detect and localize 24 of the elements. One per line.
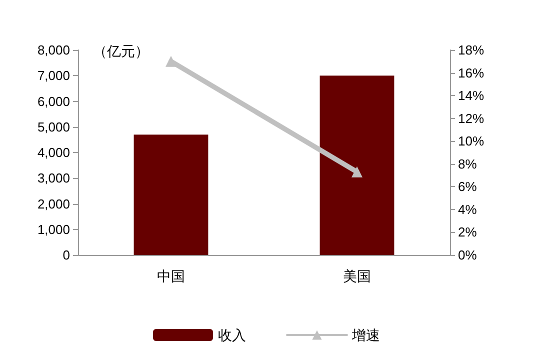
y2-tick-label: 16% xyxy=(458,65,484,80)
y-tick-label: 8,000 xyxy=(37,42,70,58)
y2-tick-label: 8% xyxy=(458,156,478,172)
y-tick-label: 1,000 xyxy=(37,222,70,237)
legend-label: 收入 xyxy=(218,327,246,343)
y2-tick-label: 2% xyxy=(458,224,478,240)
legend-label: 增速 xyxy=(351,327,380,343)
y2-tick-label: 10% xyxy=(458,134,484,149)
y-tick-label: 4,000 xyxy=(37,145,70,160)
x-tick-label: 中国 xyxy=(157,268,185,284)
y2-tick-label: 18% xyxy=(458,42,484,58)
annotation: （亿元） xyxy=(93,43,149,59)
y-tick-label: 7,000 xyxy=(37,68,70,84)
y-tick-label: 0 xyxy=(62,248,70,262)
y2-tick-label: 0% xyxy=(458,248,478,262)
y-tick-label: 5,000 xyxy=(37,119,70,134)
y2-tick-label: 12% xyxy=(458,110,484,126)
y2-tick-label: 6% xyxy=(458,179,478,194)
y2-tick-label: 4% xyxy=(458,202,478,217)
y2-tick-label: 14% xyxy=(458,88,484,104)
x-tick-label: 美国 xyxy=(343,268,371,284)
y-tick-label: 2,000 xyxy=(37,196,70,212)
y-tick-label: 6,000 xyxy=(37,94,70,109)
y-tick-label: 3,000 xyxy=(37,170,70,186)
